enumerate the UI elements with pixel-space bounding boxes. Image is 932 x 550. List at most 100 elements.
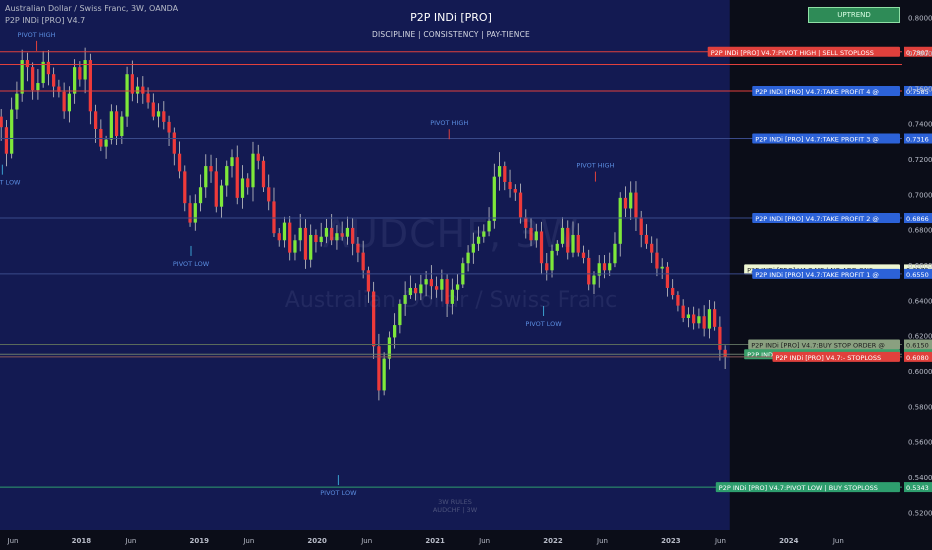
candle-up: [104, 139, 108, 147]
candle-up: [555, 243, 559, 251]
candle-down: [267, 187, 271, 202]
candle-down: [655, 252, 659, 269]
candle-up: [10, 109, 14, 154]
candle-up: [15, 93, 19, 110]
candle-up: [450, 289, 454, 304]
candle-down: [272, 201, 276, 234]
price-axis-marker-text: 0.6080: [906, 354, 929, 362]
candle-up: [697, 316, 701, 324]
candle-down: [25, 60, 30, 68]
candle-down: [46, 61, 51, 75]
x-tick-label: 2023: [661, 537, 681, 545]
candle-up: [230, 157, 234, 167]
y-tick-label: 0.5800: [908, 403, 932, 411]
candle-down: [372, 291, 376, 347]
watermark-name: Australian Dollar / Swiss Franc: [284, 288, 618, 313]
x-tick-label: 2020: [307, 537, 327, 545]
candle-up: [550, 250, 554, 271]
candle-up: [36, 83, 40, 91]
y-tick-label: 0.7000: [908, 191, 932, 199]
candle-down: [545, 263, 549, 271]
x-tick-label: 2019: [190, 537, 210, 545]
candle-up: [613, 243, 617, 264]
x-tick-label: Jun: [832, 537, 844, 545]
pivot-low-label: PIVOT LOW: [173, 260, 210, 268]
candle-up: [387, 337, 392, 359]
x-tick-label: Jun: [124, 537, 136, 545]
candle-up: [660, 266, 664, 269]
candle-down: [214, 171, 218, 207]
candle-up: [67, 93, 72, 112]
candle-up: [424, 279, 428, 285]
level-tag-text: P2P INDi [PRO] V4.7:TAKE PROFIT 3 @: [755, 136, 879, 144]
candle-down: [576, 234, 580, 253]
price-axis-marker: [904, 482, 932, 493]
footer-note-line1: 3W RULES: [438, 498, 472, 506]
candle-up: [156, 111, 161, 117]
candle-down: [529, 227, 533, 241]
candle-down: [78, 67, 82, 80]
x-tick-label: 2018: [72, 537, 92, 545]
price-axis-marker: [904, 46, 932, 57]
candle-down: [692, 314, 696, 324]
y-tick-label: 0.6400: [908, 297, 932, 305]
candle-up: [125, 74, 129, 117]
candle-down: [513, 189, 517, 193]
candle-up: [251, 153, 255, 188]
price-axis-marker-text: 0.7585: [906, 88, 929, 96]
candle-up: [398, 303, 402, 326]
candle-down: [356, 243, 360, 253]
candle-down: [671, 287, 675, 296]
candle-down: [188, 203, 192, 223]
candle-down: [681, 305, 685, 318]
candle-down: [99, 128, 103, 147]
y-tick-label: 0.6800: [908, 227, 932, 235]
candle-down: [639, 217, 643, 235]
pivot-low-label: PIVOT LOW: [320, 489, 357, 497]
candle-down: [508, 181, 512, 190]
candle-up: [120, 116, 124, 137]
level-tag: [752, 85, 900, 96]
candle-up: [455, 284, 460, 290]
candle-up: [225, 166, 229, 186]
candle-down: [172, 132, 176, 154]
indicator-name[interactable]: P2P INDi [PRO] V4.7: [5, 16, 86, 25]
y-tick-label: 0.7400: [908, 121, 932, 129]
candle-up: [466, 252, 470, 264]
candle-down: [277, 233, 281, 241]
y-tick-label: 0.7200: [908, 156, 932, 164]
candle-down: [261, 160, 266, 188]
y-tick-label: 0.5200: [908, 509, 932, 517]
level-tag-text: P2P INDi [PRO] V4.7:TAKE PROFIT 2 @: [755, 215, 879, 223]
candle-up: [324, 227, 329, 237]
candle-down: [314, 234, 318, 243]
candle-up: [403, 295, 407, 304]
candle-down: [634, 192, 638, 218]
price-axis-marker-text: 0.6150: [906, 342, 929, 350]
candle-down: [429, 279, 433, 287]
level-tag-text: P2P INDi [PRO] V4.7:TAKE PROFIT 1 @: [755, 271, 879, 279]
candle-down: [445, 279, 449, 304]
candle-down: [566, 227, 570, 253]
candle-down: [57, 86, 61, 92]
candle-up: [629, 192, 633, 209]
candle-down: [377, 346, 381, 391]
candle-up: [198, 187, 203, 204]
pivot-low-label: PIVOT LOW: [525, 320, 562, 328]
candle-down: [434, 286, 439, 290]
candle-down: [141, 86, 145, 94]
candle-up: [319, 236, 323, 243]
candle-down: [330, 227, 334, 241]
candle-down: [209, 166, 213, 172]
candle-up: [592, 275, 596, 285]
pivot-high-label: PIVOT HIGH: [576, 162, 614, 170]
candle-down: [31, 67, 35, 91]
level-tag-text: P2P INDi [PRO] V4.7:PIVOT HIGH | SELL ST…: [711, 49, 874, 57]
candle-up: [408, 287, 412, 296]
candle-down: [644, 234, 649, 244]
y-tick-label: 0.5600: [908, 439, 932, 447]
time-axis-background: [0, 530, 932, 550]
candle-up: [109, 111, 113, 140]
candle-up: [135, 86, 140, 94]
